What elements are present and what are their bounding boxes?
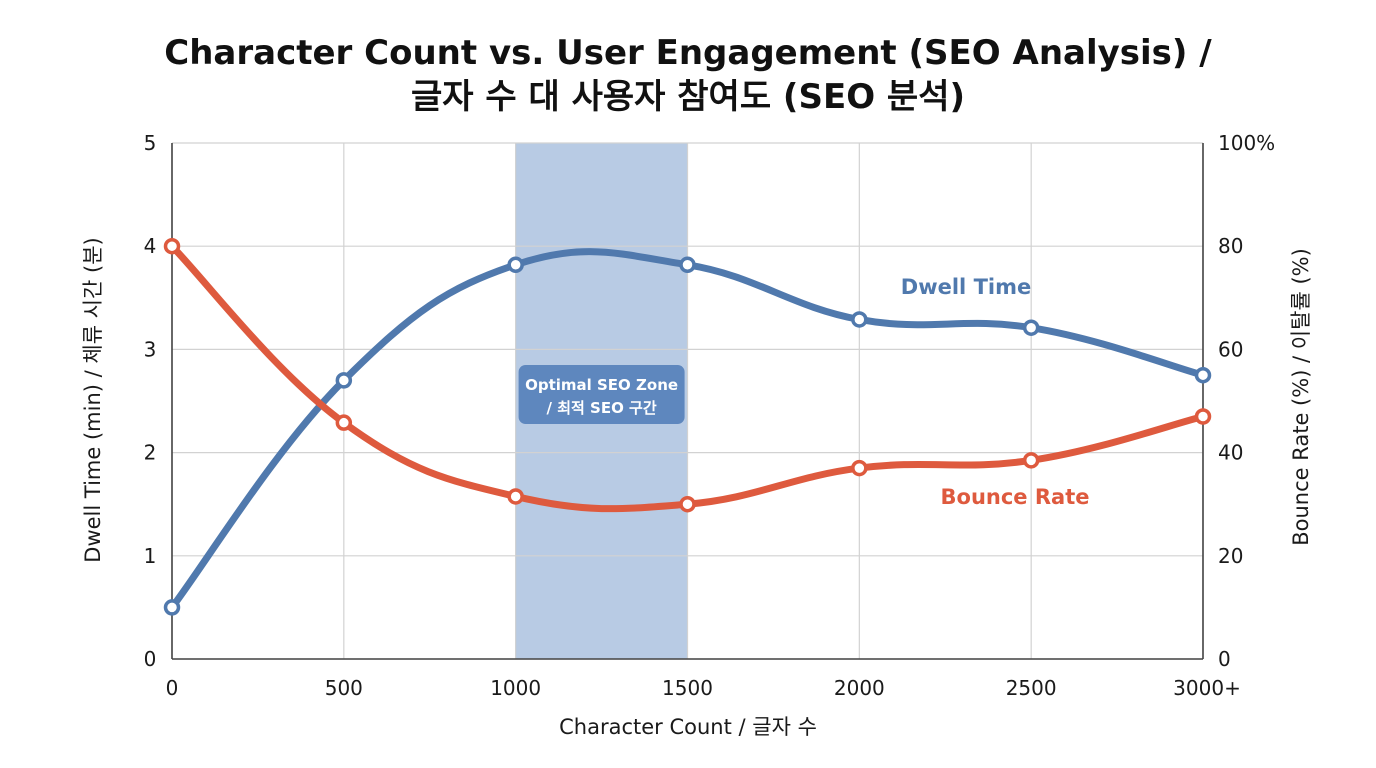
bounce-rate-point-1 xyxy=(335,414,353,431)
bounce-rate-point-3 xyxy=(679,495,696,513)
y-left-tick-label-0: 0 xyxy=(144,647,157,671)
y-right-tick-label-2: 40 xyxy=(1218,441,1243,465)
dwell-time-point-1 xyxy=(335,372,353,389)
chart-title-line-2: 글자 수 대 사용자 참여도 (SEO 분석) xyxy=(411,77,965,117)
y-right-tick-label-0: 0 xyxy=(1218,647,1231,671)
x-tick-label-0: 0 xyxy=(166,676,179,700)
chart-title-line-1: Character Count vs. User Engagement (SEO… xyxy=(164,33,1212,73)
optimal-seo-zone-label-line-2: / 최적 SEO 구간 xyxy=(547,399,657,417)
x-tick-label-5: 2500 xyxy=(1006,676,1057,700)
x-axis-label: Character Count / 글자 수 xyxy=(559,715,817,739)
x-tick-label-1: 500 xyxy=(325,676,363,700)
dwell-time-point-3 xyxy=(679,256,696,274)
bounce-rate-point-6 xyxy=(1194,408,1212,425)
optimal-seo-zone-label-box xyxy=(518,365,685,424)
x-tick-label-6: 3000+ xyxy=(1173,676,1241,700)
y-right-tick-label-3: 60 xyxy=(1218,337,1243,361)
y-right-tick-label-5: 100% xyxy=(1218,131,1275,155)
bounce-rate-point-0 xyxy=(163,237,181,255)
optimal-seo-zone-label-line-1: Optimal SEO Zone xyxy=(525,376,678,394)
y-right-tick-label-1: 20 xyxy=(1218,544,1243,568)
y-right-tick-label-4: 80 xyxy=(1218,234,1243,258)
dwell-time-point-0 xyxy=(163,599,181,616)
y-left-tick-label-3: 3 xyxy=(144,337,157,361)
dwell-time-point-5 xyxy=(1022,319,1040,336)
bounce-rate-point-5 xyxy=(1022,452,1040,469)
dwell-time-point-6 xyxy=(1194,366,1212,384)
x-tick-label-3: 1500 xyxy=(662,676,713,700)
y-axis-left-label: Dwell Time (min) / 체류 시간 (분) xyxy=(81,237,105,562)
y-left-tick-label-5: 5 xyxy=(144,131,157,155)
y-left-tick-label-2: 2 xyxy=(144,441,157,465)
dwell-time-series-label: Dwell Time xyxy=(901,275,1031,299)
x-tick-label-2: 1000 xyxy=(490,676,541,700)
y-left-tick-label-4: 4 xyxy=(144,234,157,258)
dwell-time-point-4 xyxy=(851,311,868,328)
x-tick-label-4: 2000 xyxy=(834,676,885,700)
bounce-rate-series-label: Bounce Rate xyxy=(941,485,1090,509)
bounce-rate-point-2 xyxy=(507,488,524,505)
dwell-time-point-2 xyxy=(507,256,524,274)
y-axis-right-label: Bounce Rate (%) / 이탈률 (%) xyxy=(1289,248,1313,546)
bounce-rate-point-4 xyxy=(851,459,868,477)
y-left-tick-label-1: 1 xyxy=(144,544,157,568)
